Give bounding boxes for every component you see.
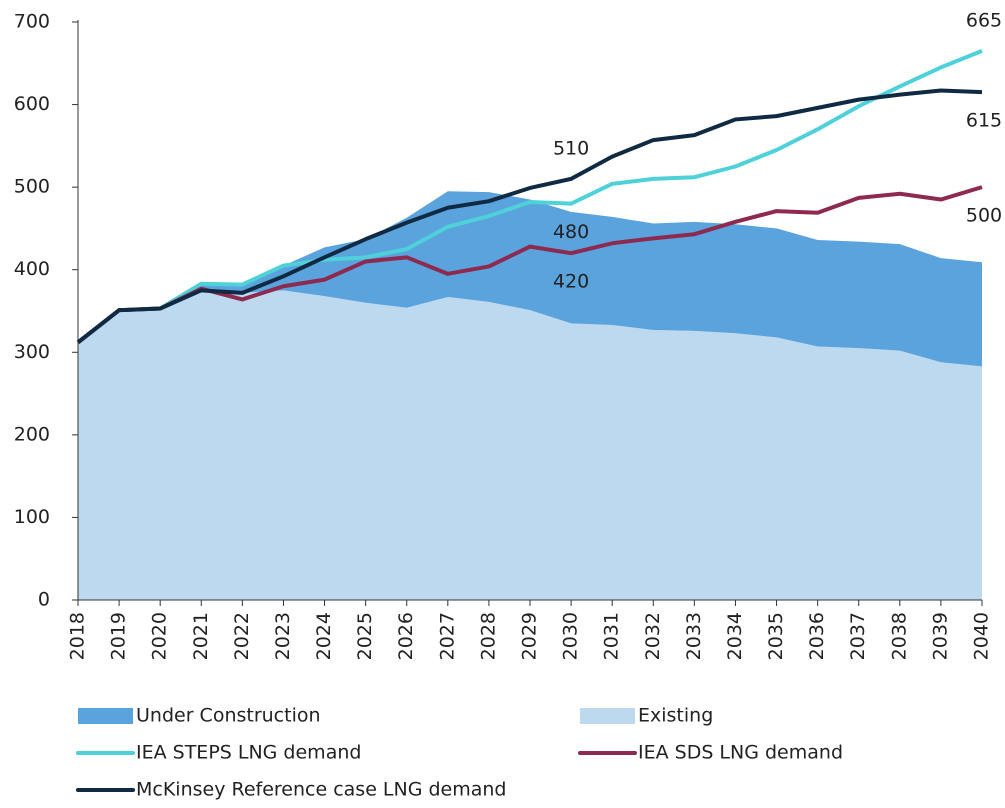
x-tick-label: 2024 (313, 612, 335, 660)
data-label: 665 (966, 9, 1002, 31)
x-tick-label: 2021 (190, 612, 212, 660)
data-label: 615 (966, 110, 1002, 132)
x-tick-label: 2039 (929, 612, 951, 660)
x-tick-label: 2018 (67, 612, 89, 660)
legend-label: IEA SDS LNG demand (638, 742, 843, 764)
legend-label: IEA STEPS LNG demand (136, 742, 361, 764)
y-tick-label: 400 (14, 258, 50, 280)
legend-label: McKinsey Reference case LNG demand (136, 779, 507, 801)
line-series (76, 185, 983, 344)
area (78, 191, 982, 367)
x-tick-label: 2038 (888, 612, 910, 660)
x-tick-label: 2026 (395, 612, 417, 660)
x-tick-label: 2030 (560, 612, 582, 660)
y-tick-label: 500 (14, 176, 50, 198)
x-tick-label: 2037 (847, 612, 869, 660)
x-tick-label: 2027 (436, 612, 458, 660)
y-tick-label: 200 (14, 423, 50, 445)
x-tick-label: 2025 (354, 612, 376, 660)
x-tick-label: 2033 (683, 612, 705, 660)
legend-swatch (78, 708, 133, 724)
data-label: 420 (553, 271, 589, 293)
x-tick-label: 2023 (272, 612, 294, 660)
data-label: 510 (553, 137, 589, 159)
x-tick-label: 2032 (642, 612, 664, 660)
y-tick-label: 300 (14, 341, 50, 363)
x-tick-label: 2036 (806, 612, 828, 660)
y-tick-label: 0 (38, 589, 50, 611)
legend-swatch (580, 708, 635, 724)
x-tick-label: 2031 (601, 612, 623, 660)
area (78, 290, 982, 600)
y-tick-label: 100 (14, 506, 50, 528)
x-tick-label: 2020 (149, 612, 171, 660)
x-tick-label: 2028 (477, 612, 499, 660)
y-tick-label: 600 (14, 93, 50, 115)
y-tick-label: 700 (14, 11, 50, 33)
x-tick-label: 2035 (765, 612, 787, 660)
x-tick-label: 2019 (108, 612, 130, 660)
data-label: 500 (966, 205, 1002, 227)
x-tick-label: 2029 (519, 612, 541, 660)
line-series (76, 88, 983, 344)
line-series (76, 49, 983, 344)
x-tick-label: 2034 (724, 612, 746, 660)
legend-label: Existing (638, 705, 713, 727)
legend-label: Under Construction (136, 705, 321, 727)
data-label: 480 (553, 221, 589, 243)
x-tick-label: 2022 (231, 612, 253, 660)
x-tick-label: 2040 (971, 612, 993, 660)
